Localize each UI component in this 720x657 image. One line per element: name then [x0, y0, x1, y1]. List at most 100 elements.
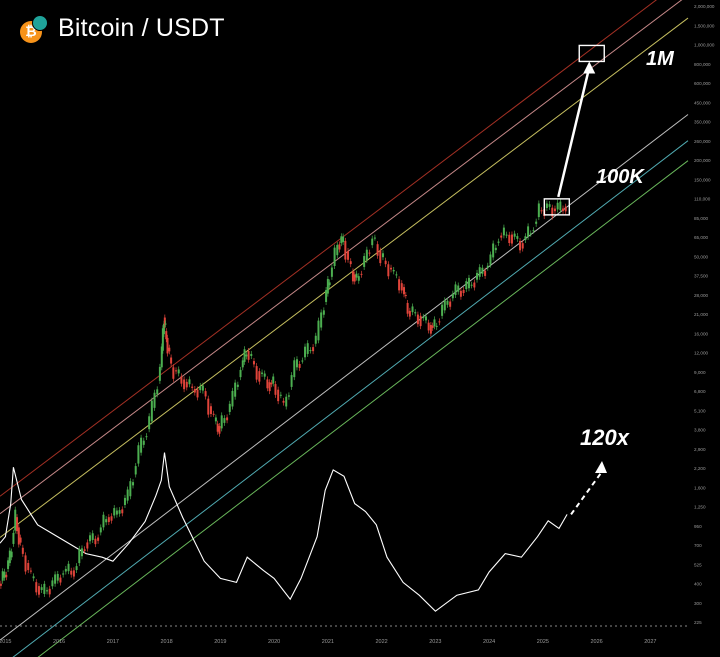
price-candle — [21, 547, 24, 554]
price-candle — [94, 538, 97, 545]
price-candle — [532, 230, 535, 232]
multiplier-arrow — [570, 472, 602, 515]
y-tick-label: 700 — [694, 543, 702, 548]
price-candle — [465, 281, 468, 290]
price-candle — [83, 549, 86, 551]
price-candle — [505, 234, 508, 236]
price-candle — [16, 517, 19, 532]
price-candle — [293, 360, 296, 378]
price-candle — [330, 267, 333, 277]
price-series — [0, 198, 567, 598]
y-tick-label: 1,000,000 — [694, 43, 715, 48]
x-tick-label: 2020 — [268, 639, 280, 645]
price-candle — [304, 346, 307, 358]
price-candle — [301, 360, 304, 362]
x-tick-label: 2022 — [376, 639, 388, 645]
price-candle — [168, 347, 171, 352]
price-candle — [35, 582, 38, 593]
x-tick-label: 2021 — [322, 639, 334, 645]
price-candle — [234, 382, 237, 397]
price-candle — [54, 574, 57, 584]
target-1m-box — [578, 44, 605, 63]
price-candle — [145, 436, 148, 438]
y-tick-label: 12,000 — [694, 351, 708, 356]
price-candle — [7, 560, 10, 569]
price-candle — [241, 360, 244, 368]
price-candle — [12, 532, 15, 544]
price-candle — [274, 384, 277, 395]
y-tick-label: 2,200 — [694, 466, 706, 471]
price-candle — [435, 325, 438, 327]
price-candle — [129, 481, 132, 497]
price-candle — [481, 267, 484, 274]
price-candle — [268, 382, 271, 392]
y-tick-label: 2,000,000 — [694, 4, 715, 9]
price-candle — [416, 314, 419, 325]
price-candle — [559, 201, 562, 211]
price-candle — [290, 375, 293, 387]
price-candle — [502, 227, 505, 236]
price-candle — [351, 271, 354, 282]
price-candle — [508, 234, 511, 244]
y-tick-label: 525 — [694, 562, 702, 567]
price-candle — [102, 514, 105, 528]
y-tick-label: 950 — [694, 524, 702, 529]
price-candle — [431, 325, 434, 328]
price-candle — [451, 293, 454, 299]
price-candle — [166, 337, 169, 354]
price-candle — [376, 244, 379, 256]
chart-header: ₿ Bitcoin / USDT — [20, 14, 225, 43]
price-candle — [48, 588, 51, 595]
multiplier-line — [0, 452, 568, 612]
price-candle — [86, 542, 89, 549]
price-candle — [355, 273, 358, 278]
price-candle — [207, 398, 210, 415]
price-candle — [553, 208, 556, 212]
price-candle — [548, 204, 551, 207]
price-candle — [177, 369, 180, 374]
price-candle — [180, 376, 183, 384]
y-tick-label: 200,000 — [694, 158, 711, 163]
price-candle — [336, 244, 339, 256]
price-candle — [306, 343, 309, 354]
y-tick-label: 9,000 — [694, 370, 706, 375]
price-candle — [75, 566, 78, 570]
price-candle — [214, 417, 217, 422]
price-candle — [134, 466, 137, 475]
price-candle — [220, 415, 223, 429]
price-candle — [121, 509, 124, 514]
price-candle — [245, 354, 248, 357]
price-candle — [535, 221, 538, 224]
price-candle — [32, 576, 35, 579]
symbol-title[interactable]: Bitcoin / USDT — [58, 14, 225, 42]
gem-icon — [32, 14, 48, 31]
y-tick-label: 50,000 — [694, 254, 708, 259]
price-candle — [150, 400, 153, 422]
price-candle — [373, 237, 376, 239]
price-candle — [309, 350, 312, 352]
price-candle — [478, 267, 481, 277]
price-candle — [298, 363, 301, 368]
price-candle — [27, 562, 30, 571]
y-tick-label: 1,250 — [694, 505, 706, 510]
channel-line-band-cyan — [12, 140, 689, 657]
price-candle — [236, 384, 239, 387]
price-candle — [153, 392, 156, 408]
y-tick-label: 260,000 — [694, 139, 711, 144]
price-candle — [164, 323, 167, 325]
price-candle — [363, 256, 366, 267]
price-candle — [365, 249, 368, 261]
target-arrow-head — [583, 61, 596, 74]
price-candle — [279, 394, 282, 396]
price-candle — [285, 396, 288, 407]
price-candle — [156, 389, 159, 395]
price-candle — [295, 359, 298, 368]
price-candle — [422, 316, 425, 319]
channel-lines — [0, 0, 689, 657]
price-candle — [255, 366, 258, 380]
price-candle — [46, 590, 49, 592]
price-candle — [191, 386, 194, 388]
price-candle — [317, 320, 320, 341]
target-1m-label: 1M — [646, 48, 674, 70]
